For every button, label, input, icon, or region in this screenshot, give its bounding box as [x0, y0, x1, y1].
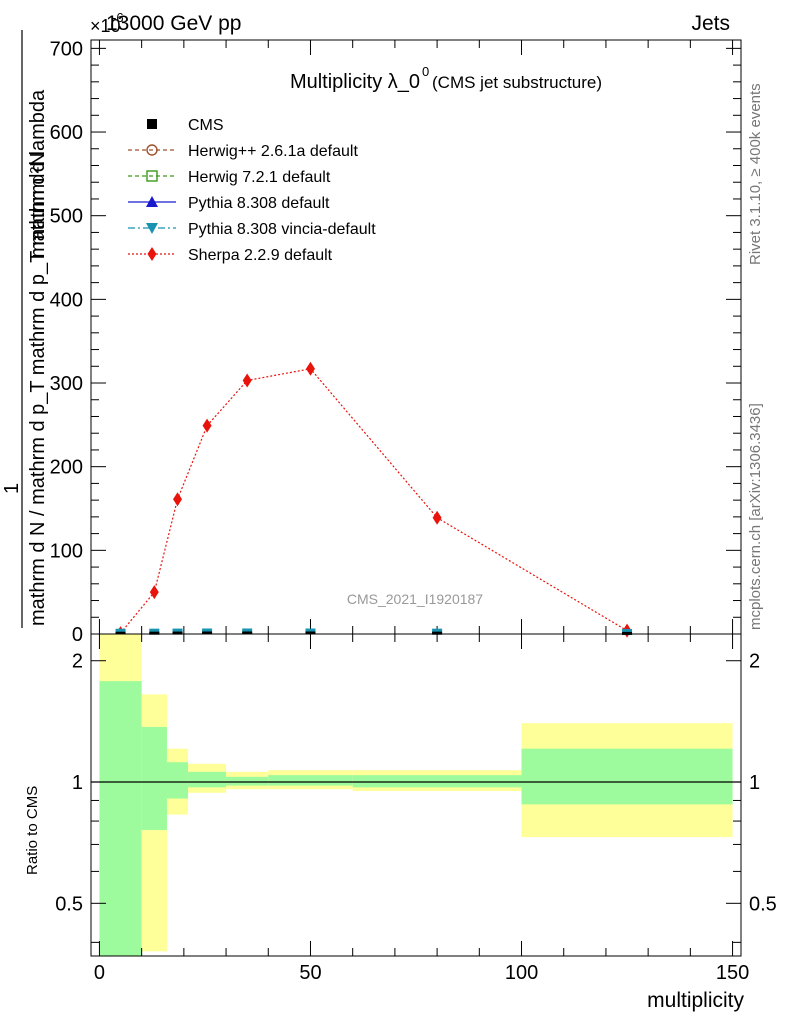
ratio-inner-band — [226, 776, 269, 786]
x-tick-label: 0 — [94, 962, 105, 984]
main-x-ticks — [98, 40, 734, 634]
cms-point — [202, 631, 213, 635]
legend-label: Sherpa 2.2.9 default — [188, 247, 333, 264]
ratio-y-tick-label: 0.5 — [55, 893, 83, 915]
legend-marker-triangle-up — [146, 196, 158, 207]
y-label-numerator: mathrm d²N — [27, 152, 49, 258]
ratio-inner-band — [99, 681, 142, 956]
ratio-y-axis: 0.5 0.5 1 1 2 2 — [55, 651, 777, 943]
y-axis-label: mathrm d²N 1 mathrm d N / mathrm d p_T m… — [1, 30, 49, 628]
legend-label: Pythia 8.308 vincia-default — [188, 221, 376, 238]
ratio-inner-band — [188, 771, 227, 788]
ratio-y-label: Ratio to CMS — [24, 786, 41, 875]
legend-marker-open-circle — [146, 144, 158, 156]
sherpa-point — [202, 418, 212, 433]
chart-title-superscript: 0 — [422, 64, 429, 79]
ratio-y-tick-label-right: 2 — [749, 651, 760, 673]
ratio-bands — [91, 634, 741, 956]
legend-label: Herwig 7.2.1 default — [188, 169, 331, 186]
ratio-inner-band — [352, 775, 522, 788]
y-tick-label: 100 — [50, 540, 83, 562]
series-layer — [115, 361, 633, 641]
cms-point — [172, 631, 183, 635]
sherpa-point — [242, 373, 252, 388]
sherpa-point — [173, 492, 183, 507]
energy-label: 13000 GeV pp — [106, 12, 241, 35]
legend-marker-open-square — [146, 170, 158, 182]
x-tick-label: 50 — [299, 962, 321, 984]
cms-point — [149, 631, 160, 635]
ratio-y-tick-label-right: 1 — [749, 772, 760, 794]
legend-marker-square — [147, 119, 157, 129]
x-axis: 0 50 100 150 — [94, 634, 749, 984]
legend-label: Pythia 8.308 default — [188, 195, 330, 212]
ratio-inner-band — [141, 726, 167, 831]
legend-marker-diamond — [147, 247, 157, 261]
sherpa-point — [149, 585, 159, 600]
sherpa-point — [305, 361, 315, 376]
scale-label: ×10 — [90, 16, 121, 36]
mcplots-label: mcplots.cern.ch [arXiv:1306.3436] — [747, 403, 764, 630]
cms-point — [305, 631, 316, 635]
x-tick-label: 100 — [505, 962, 538, 984]
scale-exponent: -6 — [112, 10, 124, 25]
y-tick-label: 700 — [50, 38, 83, 60]
ratio-inner-band — [268, 775, 353, 786]
cms-point — [115, 631, 126, 635]
x-tick-label: 150 — [716, 962, 749, 984]
legend-label: CMS — [188, 117, 224, 134]
legend-label: Herwig++ 2.6.1a default — [188, 143, 358, 160]
ratio-frame — [90, 633, 742, 957]
watermark: CMS_2021_I1920187 — [347, 591, 483, 607]
x-axis-label: multiplicity — [647, 989, 744, 1012]
main-y-axis: 0 100 200 300 400 500 600 700 — [50, 38, 741, 646]
cms-point — [242, 631, 253, 635]
y-tick-label: 400 — [50, 289, 83, 311]
process-label: Jets — [691, 12, 730, 35]
legend: CMS Herwig++ 2.6.1a default Herwig 7.2.1 d… — [128, 117, 376, 264]
ratio-inner-band — [166, 762, 189, 799]
y-tick-label: 200 — [50, 457, 83, 479]
chart-subtitle: (CMS jet substructure) — [432, 73, 602, 92]
ratio-y-tick-label-right: 0.5 — [749, 893, 777, 915]
y-tick-label: 0 — [72, 624, 83, 646]
cms-point — [432, 631, 443, 635]
ratio-inner-band — [521, 748, 733, 805]
y-tick-label: 300 — [50, 373, 83, 395]
rivet-label: Rivet 3.1.10, ≥ 400k events — [747, 83, 764, 265]
cms-point — [622, 631, 633, 635]
legend-marker-triangle-down — [146, 223, 158, 234]
chart-title: Multiplicity λ_0 — [290, 71, 420, 93]
ratio-panel: 0.5 0.5 1 1 2 2 0 50 100 150 Ratio to CMS multip… — [24, 633, 777, 1012]
ratio-y-tick-label: 1 — [72, 772, 83, 794]
sherpa-point — [432, 510, 442, 525]
ratio-y-tick-label: 2 — [72, 651, 83, 673]
y-tick-label: 500 — [50, 206, 83, 228]
y-tick-label: 600 — [50, 122, 83, 144]
sherpa-line — [120, 368, 628, 634]
y-label-prefix: 1 — [1, 483, 23, 494]
y-label-denominator: mathrm d N / mathrm d p_T mathrm d p_T m… — [27, 89, 49, 626]
